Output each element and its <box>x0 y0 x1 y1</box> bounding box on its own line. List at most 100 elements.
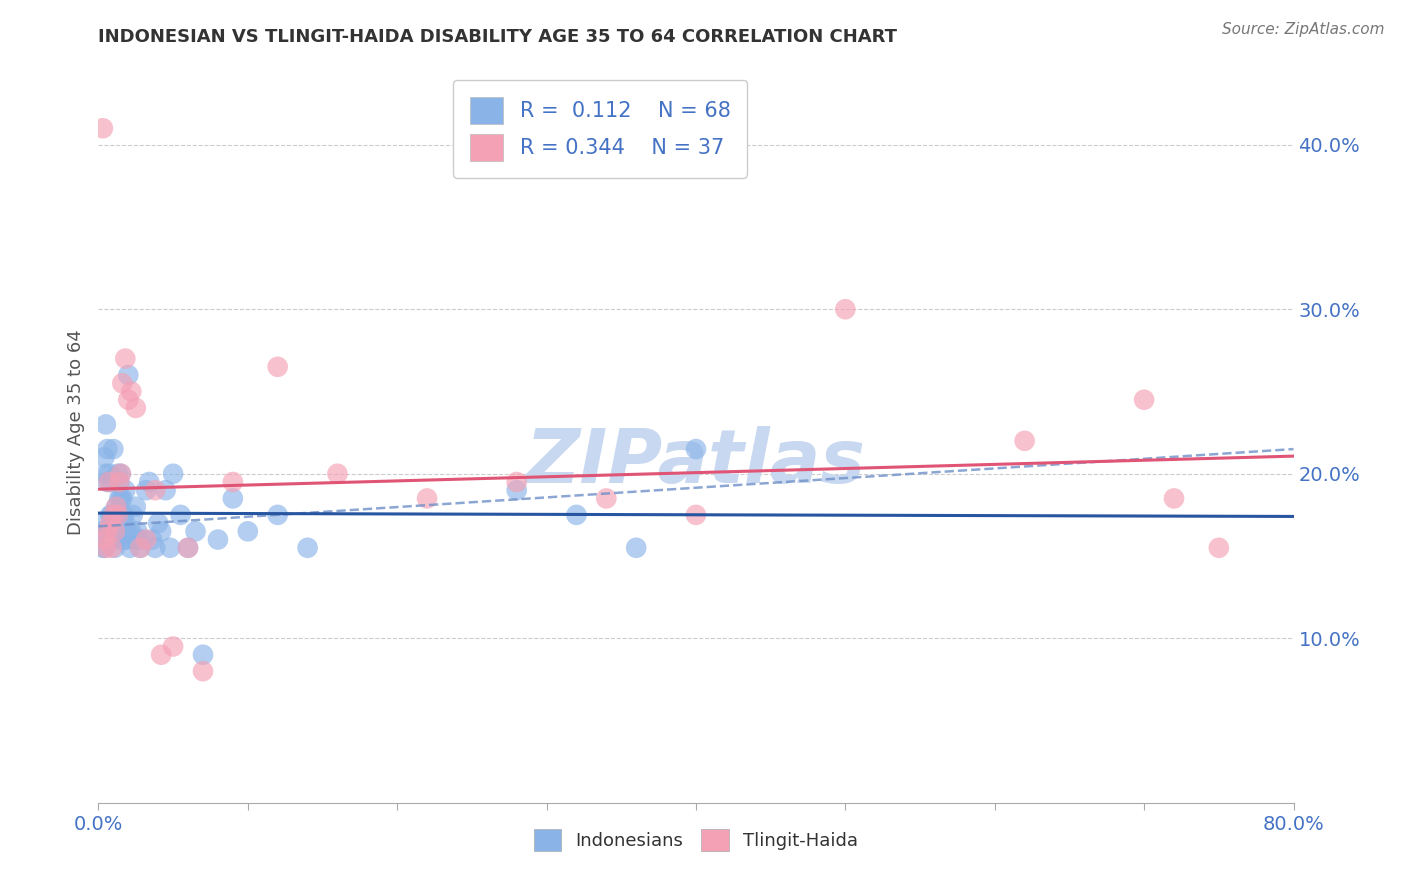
Point <box>94 417 117 432</box>
Point <box>91 121 114 136</box>
Point <box>595 491 617 506</box>
Point <box>207 533 229 547</box>
Point <box>1208 541 1230 555</box>
Point <box>177 541 200 555</box>
Point <box>93 541 115 555</box>
Point <box>125 401 148 415</box>
Point <box>96 524 118 539</box>
Point <box>143 483 166 498</box>
Point <box>150 524 173 539</box>
Point <box>96 442 118 456</box>
Point <box>108 475 131 489</box>
Point <box>97 524 120 539</box>
Point <box>416 491 439 506</box>
Point <box>222 475 245 489</box>
Point <box>110 467 132 481</box>
Point <box>107 508 129 522</box>
Point <box>110 467 132 481</box>
Point <box>103 442 125 456</box>
Point <box>506 475 529 489</box>
Point <box>129 541 152 555</box>
Point <box>267 508 290 522</box>
Point <box>103 524 125 539</box>
Point <box>97 467 120 481</box>
Point <box>132 533 155 547</box>
Point <box>148 516 170 530</box>
Point <box>118 541 141 555</box>
Point <box>107 508 129 522</box>
Legend: R =  0.112    N = 68, R = 0.344    N = 37: R = 0.112 N = 68, R = 0.344 N = 37 <box>453 80 748 178</box>
Point <box>267 359 290 374</box>
Point <box>114 516 136 530</box>
Point <box>94 524 117 539</box>
Point <box>184 524 207 539</box>
Point <box>1133 392 1156 407</box>
Point <box>834 302 856 317</box>
Point <box>565 508 588 522</box>
Point <box>1014 434 1036 448</box>
Point <box>117 392 139 407</box>
Point <box>112 533 135 547</box>
Point <box>1163 491 1185 506</box>
Point <box>155 483 177 498</box>
Point <box>162 640 184 654</box>
Point <box>108 475 131 489</box>
Text: ZIPatlas: ZIPatlas <box>526 425 866 499</box>
Point <box>103 508 125 522</box>
Point <box>91 516 114 530</box>
Point <box>326 467 349 481</box>
Point <box>297 541 319 555</box>
Point <box>120 384 142 399</box>
Point <box>93 533 115 547</box>
Point <box>110 491 132 506</box>
Point <box>127 524 149 539</box>
Point <box>135 483 157 498</box>
Point <box>125 500 148 514</box>
Point <box>91 541 114 555</box>
Point <box>114 483 136 498</box>
Point <box>111 376 134 391</box>
Point <box>94 541 117 555</box>
Point <box>138 475 160 489</box>
Point <box>506 483 529 498</box>
Point <box>162 467 184 481</box>
Point <box>101 533 124 547</box>
Point <box>222 491 245 506</box>
Point <box>104 524 127 539</box>
Point <box>101 508 124 522</box>
Point <box>129 541 152 555</box>
Point <box>111 491 134 506</box>
Point <box>117 524 139 539</box>
Point <box>112 508 135 522</box>
Point <box>128 533 150 547</box>
Point <box>236 524 259 539</box>
Point <box>105 500 128 514</box>
Point <box>120 524 142 539</box>
Point <box>91 524 114 539</box>
Point <box>685 508 707 522</box>
Point <box>93 450 115 465</box>
Point <box>121 508 143 522</box>
Point <box>111 524 134 539</box>
Point <box>104 508 127 522</box>
Point <box>98 516 122 530</box>
Point <box>108 491 131 506</box>
Point <box>115 533 138 547</box>
Text: Source: ZipAtlas.com: Source: ZipAtlas.com <box>1222 22 1385 37</box>
Point <box>117 368 139 382</box>
Point <box>107 467 129 481</box>
Point <box>98 508 122 522</box>
Point <box>169 508 191 522</box>
Point <box>97 475 120 489</box>
Point <box>191 664 214 678</box>
Point <box>101 541 124 555</box>
Point <box>114 351 136 366</box>
Point <box>191 648 214 662</box>
Point <box>124 533 146 547</box>
Point <box>626 541 648 555</box>
Point <box>105 500 128 514</box>
Point <box>104 541 127 555</box>
Point <box>141 533 163 547</box>
Y-axis label: Disability Age 35 to 64: Disability Age 35 to 64 <box>66 330 84 535</box>
Point <box>94 467 117 481</box>
